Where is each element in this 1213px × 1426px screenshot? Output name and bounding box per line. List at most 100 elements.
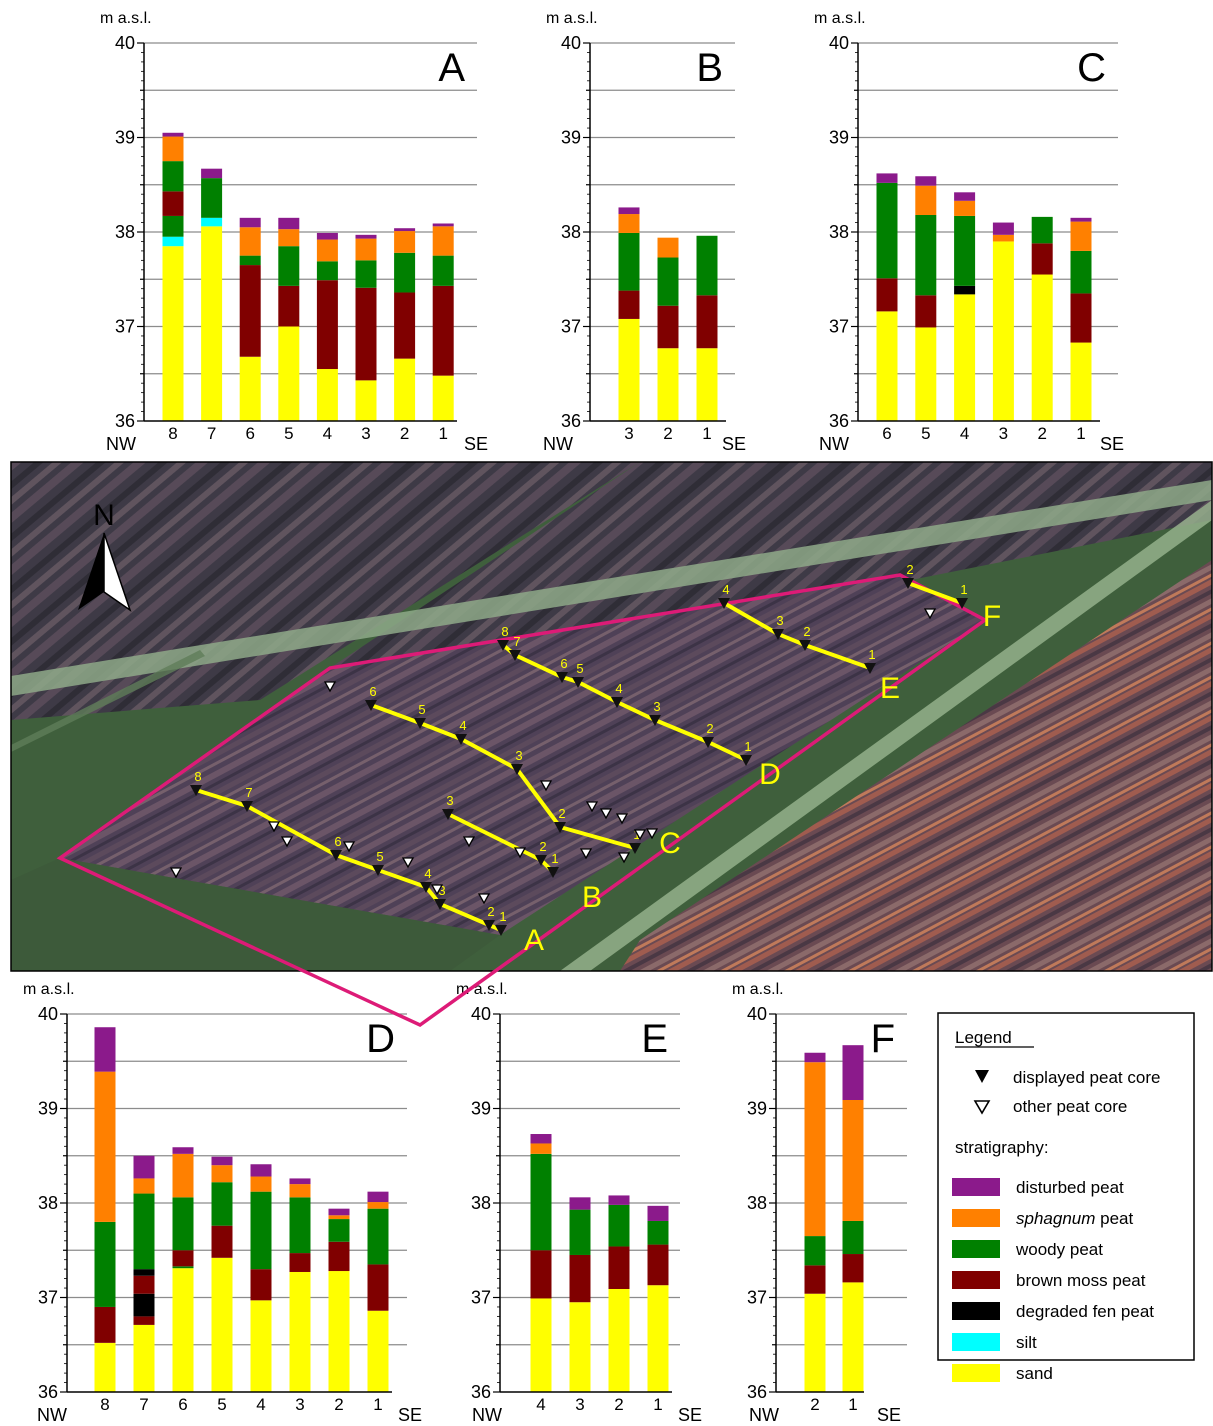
legend-swatch <box>952 1271 1000 1289</box>
layer-brown_moss <box>804 1265 826 1294</box>
y-tick-label: 38 <box>471 1193 491 1213</box>
y-tick-label: 37 <box>115 317 135 337</box>
layer-woody <box>394 252 416 293</box>
layer-sphagnum <box>394 231 416 253</box>
other-core-marker <box>615 813 629 825</box>
panel-letter: E <box>641 1017 668 1061</box>
layer-brown_moss <box>239 265 261 357</box>
displayed-core-marker <box>509 650 521 661</box>
legend-item-degraded: degraded fen peat <box>952 1302 1154 1321</box>
layer-sand <box>530 1298 552 1392</box>
layer-sphagnum <box>162 136 184 162</box>
layer-disturbed <box>367 1191 389 1203</box>
core-number-label: 3 <box>776 613 783 628</box>
x-tick-label: 4 <box>960 424 969 443</box>
transect-letter-label: E <box>880 672 900 705</box>
layer-sand <box>328 1271 350 1392</box>
layer-brown_moss <box>162 191 184 216</box>
y-tick-label: 39 <box>561 128 581 148</box>
map-field-southeast <box>620 560 1212 971</box>
layer-woody <box>133 1193 155 1270</box>
displayed-core-marker <box>241 801 253 812</box>
layer-brown_moss <box>316 280 338 370</box>
layer-sand <box>133 1324 155 1392</box>
core-bar-6 <box>239 217 261 421</box>
y-tick-label: 38 <box>829 222 849 242</box>
core-number-label: 7 <box>245 785 252 800</box>
layer-brown_moss <box>394 292 416 359</box>
layer-silt <box>201 217 223 227</box>
x-tick-label: 1 <box>702 424 711 443</box>
x-tick-label: 5 <box>921 424 930 443</box>
layer-disturbed <box>432 223 454 227</box>
layer-woody <box>211 1182 233 1226</box>
core-bar-2 <box>804 1052 826 1392</box>
displayed-core-marker <box>902 578 914 589</box>
core-number-label: 2 <box>558 806 565 821</box>
y-tick-label: 37 <box>38 1288 58 1308</box>
layer-sphagnum <box>172 1153 194 1198</box>
layer-sand <box>394 358 416 421</box>
layer-brown_moss <box>172 1250 194 1267</box>
transect-line <box>370 703 636 850</box>
core-bar-4 <box>954 192 976 421</box>
layer-brown_moss <box>278 285 300 327</box>
legend-label: sphagnum peat <box>1016 1209 1133 1228</box>
panel-letter: C <box>1077 46 1106 90</box>
layer-disturbed <box>211 1156 233 1166</box>
core-number-label: 6 <box>369 684 376 699</box>
x-tick-label: 4 <box>256 1395 265 1414</box>
layer-silt <box>162 236 184 247</box>
layer-woody <box>367 1208 389 1265</box>
x-tick-label: 2 <box>334 1395 343 1414</box>
other-core-marker <box>617 852 631 864</box>
y-tick-label: 40 <box>38 1004 58 1024</box>
layer-woody <box>328 1219 350 1242</box>
legend-swatch <box>952 1333 1000 1351</box>
layer-sphagnum <box>239 227 261 256</box>
legend-stratigraphy-title: stratigraphy: <box>955 1138 1049 1157</box>
layer-sphagnum <box>618 214 640 233</box>
core-bar-3 <box>355 234 377 421</box>
y-tick-label: 38 <box>561 222 581 242</box>
layer-sphagnum <box>289 1184 311 1198</box>
y-axis-label: m a.s.l. <box>456 981 508 998</box>
layer-sand <box>250 1300 272 1392</box>
layer-woody <box>804 1236 826 1266</box>
core-bar-8 <box>94 1027 116 1392</box>
y-axis-label: m a.s.l. <box>732 981 784 998</box>
layer-sphagnum <box>316 239 338 262</box>
layer-woody <box>915 214 937 296</box>
displayed-core-marker <box>442 809 454 820</box>
layer-sphagnum <box>328 1215 350 1220</box>
core-bar-8 <box>162 132 184 421</box>
legend-swatch <box>952 1240 1000 1258</box>
layer-brown_moss <box>696 295 718 349</box>
layer-disturbed <box>355 234 377 239</box>
displayed-core-marker <box>956 598 968 609</box>
layer-woody <box>162 161 184 192</box>
panel-F: 2 1 36 37 38 39 40 m a.s.l. F NW SE <box>732 981 907 1425</box>
x-tick-label: 8 <box>100 1395 109 1414</box>
displayed-core-marker <box>372 865 384 876</box>
transect-line <box>501 643 747 762</box>
layer-sand <box>657 348 679 421</box>
panel-letter: D <box>366 1017 395 1061</box>
x-tick-label: 3 <box>999 424 1008 443</box>
layer-sphagnum <box>915 185 937 215</box>
other-core-marker <box>539 780 553 792</box>
transect-line <box>907 581 963 605</box>
displayed-core-marker <box>547 867 559 878</box>
y-tick-label: 39 <box>829 128 849 148</box>
layer-woody <box>162 215 184 237</box>
y-axis-label: m a.s.l. <box>814 10 866 27</box>
panel-B: 3 2 1 36 37 38 39 40 m a.s.l. B NW SE <box>543 10 746 454</box>
layer-woody <box>876 182 898 279</box>
layer-sand <box>289 1271 311 1392</box>
other-core-marker <box>342 841 356 853</box>
x-tick-label: 4 <box>323 424 332 443</box>
layer-disturbed <box>569 1197 591 1210</box>
layer-brown_moss <box>842 1254 864 1283</box>
x-tick-label: 6 <box>245 424 254 443</box>
legend-item-sand: sand <box>952 1364 1053 1383</box>
